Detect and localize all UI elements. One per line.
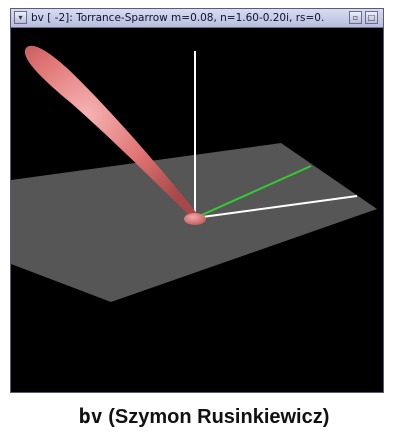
y-axis — [194, 165, 312, 219]
caption-author: (Szymon Rusinkiewicz) — [102, 406, 330, 428]
brdf-scene — [11, 45, 377, 302]
lobe-base — [184, 213, 206, 225]
bv-window: ▾ bv [ -2]: Torrance-Sparrow m=0.08, n=1… — [10, 8, 384, 393]
title-bar[interactable]: ▾ bv [ -2]: Torrance-Sparrow m=0.08, n=1… — [11, 9, 383, 28]
specular-lobe — [24, 45, 199, 220]
brdf-3d-viewport[interactable] — [11, 28, 383, 392]
maximize-icon[interactable]: □ — [365, 11, 378, 24]
minimize-icon[interactable]: ▫ — [349, 11, 362, 24]
window-title: bv [ -2]: Torrance-Sparrow m=0.08, n=1.6… — [31, 12, 325, 24]
x-axis — [194, 195, 358, 219]
program-name: bv — [78, 404, 103, 428]
figure-caption: bv (Szymon Rusinkiewicz) — [0, 402, 408, 431]
window-menu-icon[interactable]: ▾ — [14, 11, 27, 24]
